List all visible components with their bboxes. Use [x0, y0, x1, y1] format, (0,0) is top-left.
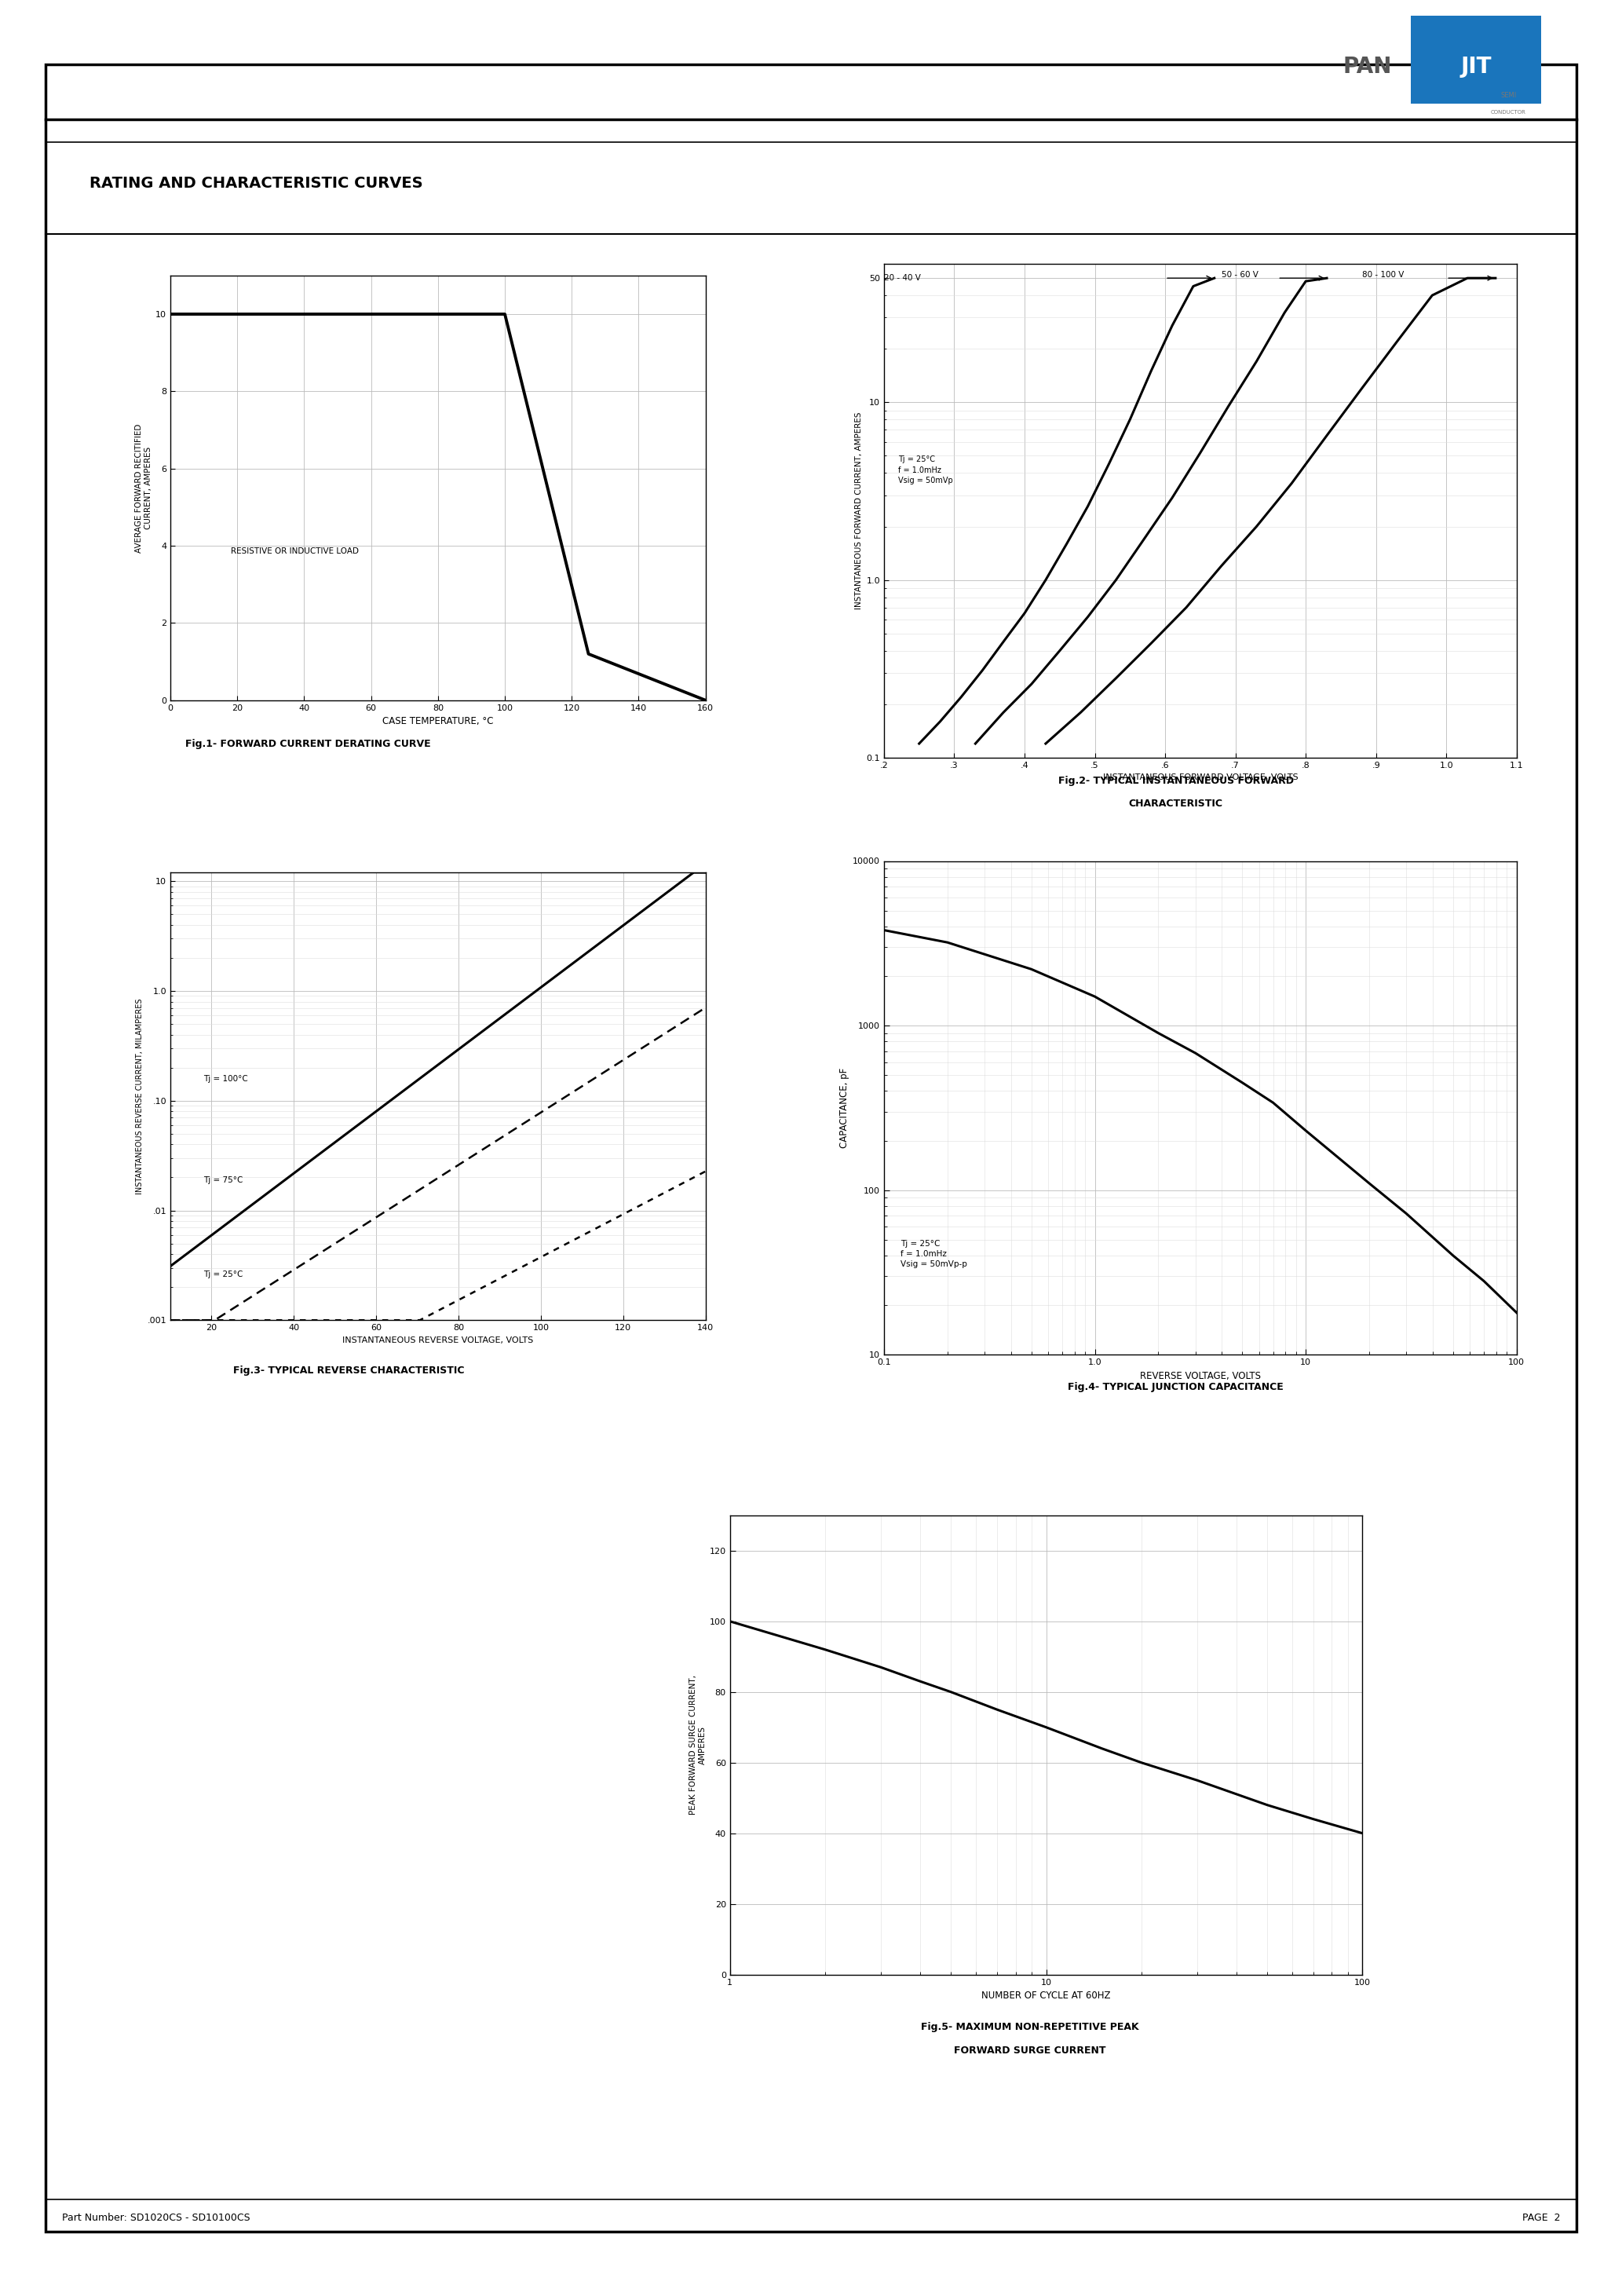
X-axis label: REVERSE VOLTAGE, VOLTS: REVERSE VOLTAGE, VOLTS	[1140, 1371, 1260, 1380]
Text: JIT: JIT	[1460, 55, 1492, 78]
X-axis label: NUMBER OF CYCLE AT 60HZ: NUMBER OF CYCLE AT 60HZ	[981, 1991, 1111, 2000]
X-axis label: INSTANTANEOUS FORWARD VOLTAGE, VOLTS: INSTANTANEOUS FORWARD VOLTAGE, VOLTS	[1103, 774, 1298, 781]
Text: RESISTIVE OR INDUCTIVE LOAD: RESISTIVE OR INDUCTIVE LOAD	[230, 546, 358, 556]
Text: Fig.5- MAXIMUM NON-REPETITIVE PEAK: Fig.5- MAXIMUM NON-REPETITIVE PEAK	[921, 2023, 1139, 2032]
Text: 80 - 100 V: 80 - 100 V	[1362, 271, 1405, 280]
Text: 50 - 60 V: 50 - 60 V	[1221, 271, 1259, 280]
Text: CHARACTERISTIC: CHARACTERISTIC	[1129, 799, 1223, 808]
Text: CONDUCTOR: CONDUCTOR	[1491, 110, 1526, 115]
Text: RATING AND CHARACTERISTIC CURVES: RATING AND CHARACTERISTIC CURVES	[89, 177, 423, 191]
Text: SEMI: SEMI	[1500, 92, 1517, 99]
Y-axis label: INSTANTANEOUS FORWARD CURRENT, AMPERES: INSTANTANEOUS FORWARD CURRENT, AMPERES	[855, 411, 863, 611]
Text: Tj = 25°C
f = 1.0mHz
Vsig = 50mVp-p: Tj = 25°C f = 1.0mHz Vsig = 50mVp-p	[900, 1240, 967, 1267]
Text: Tj = 100°C: Tj = 100°C	[203, 1075, 248, 1084]
Text: Tj = 25°C: Tj = 25°C	[203, 1270, 243, 1279]
Text: FORWARD SURGE CURRENT: FORWARD SURGE CURRENT	[954, 2046, 1106, 2055]
Text: Fig.3- TYPICAL REVERSE CHARACTERISTIC: Fig.3- TYPICAL REVERSE CHARACTERISTIC	[234, 1366, 464, 1375]
Y-axis label: AVERAGE FORWARD RECITIFIED
CURRENT, AMPERES: AVERAGE FORWARD RECITIFIED CURRENT, AMPE…	[135, 422, 152, 553]
Text: Fig.1- FORWARD CURRENT DERATING CURVE: Fig.1- FORWARD CURRENT DERATING CURVE	[185, 739, 431, 748]
X-axis label: CASE TEMPERATURE, °C: CASE TEMPERATURE, °C	[383, 716, 493, 726]
Text: Fig.2- TYPICAL INSTANTANEOUS FORWARD: Fig.2- TYPICAL INSTANTANEOUS FORWARD	[1058, 776, 1294, 785]
Y-axis label: CAPACITANCE, pF: CAPACITANCE, pF	[839, 1068, 850, 1148]
FancyBboxPatch shape	[45, 64, 1577, 2232]
Text: Tj = 75°C: Tj = 75°C	[203, 1176, 243, 1185]
Text: PAGE  2: PAGE 2	[1523, 2213, 1560, 2223]
Text: Fig.4- TYPICAL JUNCTION CAPACITANCE: Fig.4- TYPICAL JUNCTION CAPACITANCE	[1069, 1382, 1283, 1391]
FancyBboxPatch shape	[1411, 16, 1541, 103]
Text: Tj = 25°C
f = 1.0mHz
Vsig = 50mVp: Tj = 25°C f = 1.0mHz Vsig = 50mVp	[899, 457, 952, 484]
Text: PAN: PAN	[1343, 55, 1392, 78]
Y-axis label: PEAK FORWARD SURGE CURRENT,
AMPERES: PEAK FORWARD SURGE CURRENT, AMPERES	[689, 1676, 706, 1814]
Y-axis label: INSTANTANEOUS REVERSE CURRENT, MILAMPERES: INSTANTANEOUS REVERSE CURRENT, MILAMPERE…	[136, 999, 144, 1194]
X-axis label: INSTANTANEOUS REVERSE VOLTAGE, VOLTS: INSTANTANEOUS REVERSE VOLTAGE, VOLTS	[342, 1336, 534, 1343]
Text: 20 - 40 V: 20 - 40 V	[884, 273, 921, 282]
Text: Part Number: SD1020CS - SD10100CS: Part Number: SD1020CS - SD10100CS	[62, 2213, 250, 2223]
